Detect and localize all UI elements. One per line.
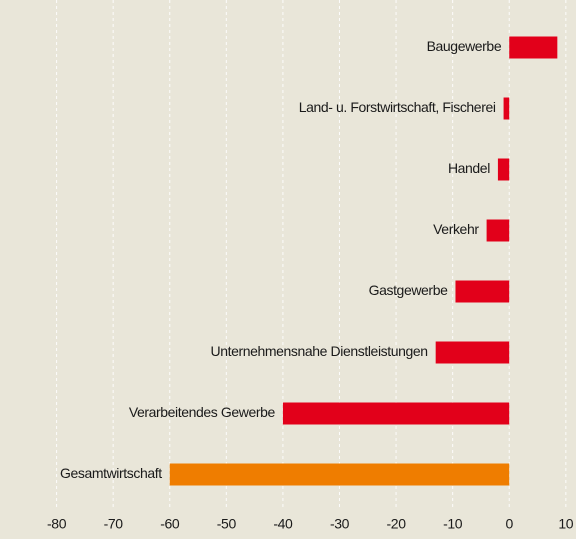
category-label: Handel	[448, 160, 490, 176]
x-tick-label: -40	[273, 516, 293, 532]
x-tick-label: -60	[160, 516, 180, 532]
x-tick-label: -20	[387, 516, 407, 532]
x-tick-label: -80	[47, 516, 67, 532]
bar	[455, 280, 510, 303]
x-tick-label: -50	[217, 516, 237, 532]
category-label: Baugewerbe	[427, 38, 502, 54]
category-label: Land- u. Forstwirtschaft, Fischerei	[299, 99, 496, 115]
x-tick-label: -30	[330, 516, 350, 532]
category-label: Gesamtwirtschaft	[60, 465, 162, 481]
category-label: Verarbeitendes Gewerbe	[129, 404, 276, 420]
bar	[282, 402, 510, 425]
bar	[486, 219, 510, 242]
category-label: Gastgewerbe	[369, 282, 448, 298]
bar	[435, 341, 510, 364]
x-tick-label: 0	[506, 516, 514, 532]
x-tick-label: -70	[104, 516, 124, 532]
bar	[497, 158, 510, 181]
bar	[503, 97, 510, 120]
x-tick-label: 10	[558, 516, 573, 532]
category-label: Unternehmensnahe Dienstleistungen	[211, 343, 428, 359]
bar	[169, 463, 510, 486]
bar	[509, 36, 558, 59]
x-tick-label: -10	[443, 516, 463, 532]
category-label: Verkehr	[433, 221, 479, 237]
